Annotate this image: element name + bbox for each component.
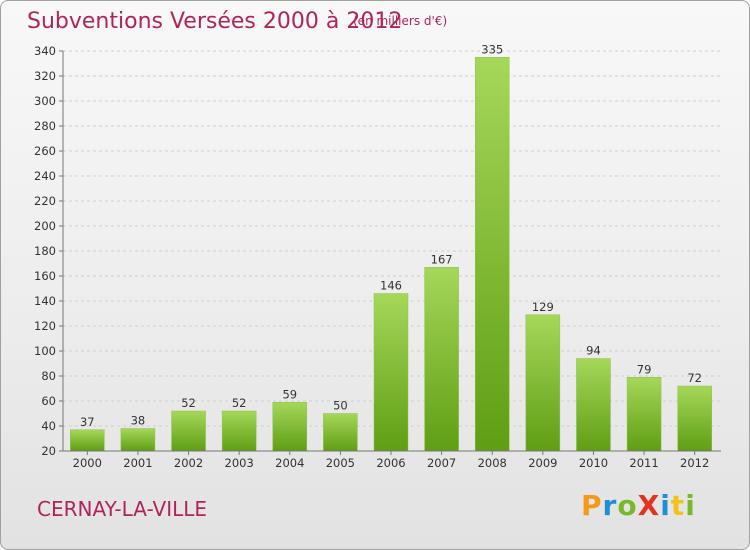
x-tick-label-2005: 2005: [326, 456, 355, 470]
y-tick-label: 100: [34, 344, 56, 358]
proxiti-logo: ProXiti: [581, 489, 696, 522]
value-label-2000: 37: [80, 415, 95, 429]
x-tick-label-2006: 2006: [376, 456, 405, 470]
y-tick-label: 280: [34, 119, 56, 133]
y-tick-label: 40: [41, 419, 56, 433]
x-tick-label-2008: 2008: [478, 456, 507, 470]
labels: 20 40 60 80 100 120 140 160 180 200 220 240 260 280 30…: [34, 42, 709, 470]
bar-2000: [70, 429, 105, 452]
chart-unit: (en milliers d'€): [353, 14, 448, 28]
bar-2005: [323, 413, 358, 452]
x-tick-label-2009: 2009: [528, 456, 557, 470]
x-tick-label-2004: 2004: [275, 456, 304, 470]
y-tick-label: 120: [34, 319, 56, 333]
bar-2010: [576, 358, 611, 452]
value-label-2010: 94: [586, 344, 601, 358]
bar-2009: [525, 314, 561, 452]
y-tick-label: 300: [34, 94, 56, 108]
commune-name: CERNAY-LA-VILLE: [37, 497, 208, 521]
value-label-2011: 79: [637, 362, 652, 376]
y-tick-label: 260: [34, 144, 56, 158]
y-tick-label: 240: [34, 169, 56, 183]
value-label-2006: 146: [380, 279, 402, 293]
x-tick-label-2000: 2000: [73, 456, 102, 470]
axes: [59, 50, 721, 455]
chart-title: Subventions Versées 2000 à 2012: [27, 9, 403, 34]
y-tick-label: 200: [34, 219, 56, 233]
bar-2002: [171, 410, 206, 452]
bar-2012: [677, 385, 712, 452]
value-label-2001: 38: [131, 414, 146, 428]
value-label-2012: 72: [687, 371, 702, 385]
bars: [70, 57, 712, 452]
bar-2007: [424, 267, 459, 452]
x-tick-label-2001: 2001: [123, 456, 152, 470]
value-label-2004: 59: [282, 387, 297, 401]
y-tick-label: 20: [41, 444, 56, 458]
y-tick-label: 60: [41, 394, 56, 408]
x-tick-label-2007: 2007: [427, 456, 456, 470]
bar-2003: [221, 410, 257, 452]
bar-2001: [120, 428, 156, 452]
x-tick-label-2002: 2002: [174, 456, 203, 470]
y-tick-label: 220: [34, 194, 56, 208]
value-label-2003: 52: [232, 396, 247, 410]
y-tick-label: 180: [34, 244, 56, 258]
value-label-2005: 50: [333, 399, 348, 413]
y-tick-label: 340: [34, 44, 56, 58]
bar-2004: [272, 402, 308, 452]
value-label-2007: 167: [431, 252, 453, 266]
bar-2008: [474, 57, 510, 452]
bar-2006: [373, 293, 409, 452]
y-tick-label: 80: [41, 369, 56, 383]
x-tick-label-2011: 2011: [629, 456, 658, 470]
value-label-2002: 52: [181, 396, 196, 410]
y-tick-label: 320: [34, 69, 56, 83]
x-tick-label-2003: 2003: [225, 456, 254, 470]
y-tick-label: 140: [34, 294, 56, 308]
value-label-2008: 335: [481, 42, 503, 56]
x-tick-label-2012: 2012: [680, 456, 709, 470]
value-label-2009: 129: [532, 300, 554, 314]
bar-2011: [626, 377, 662, 452]
x-tick-label-2010: 2010: [579, 456, 608, 470]
y-tick-label: 160: [34, 269, 56, 283]
